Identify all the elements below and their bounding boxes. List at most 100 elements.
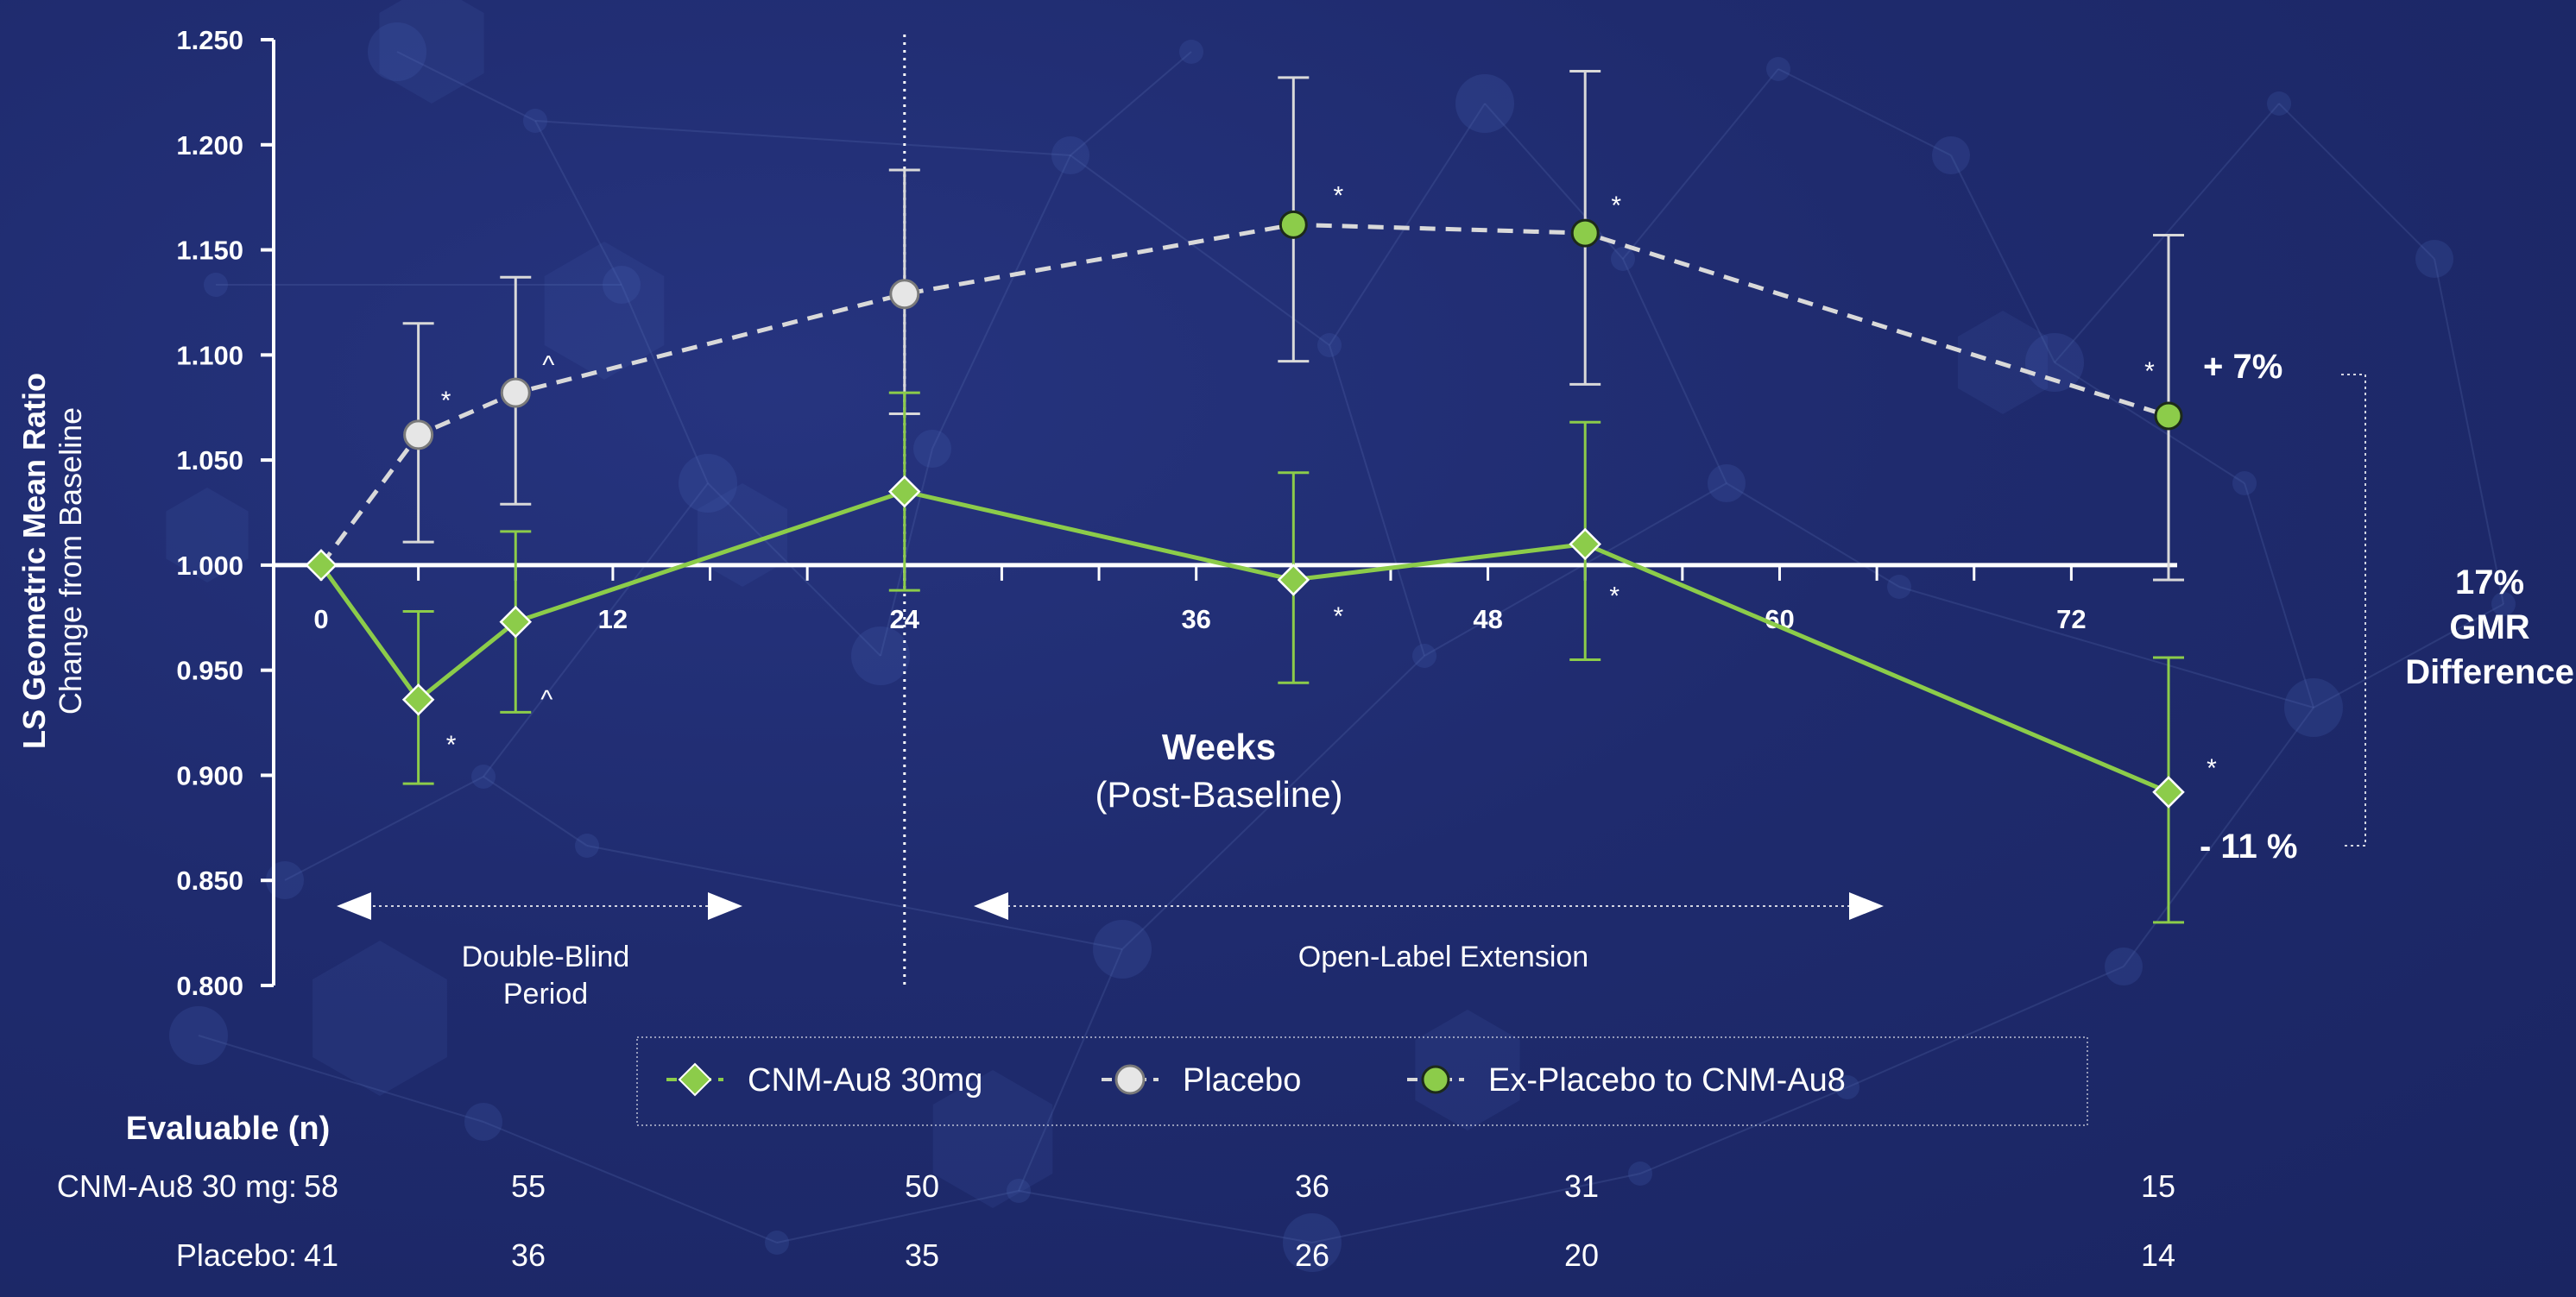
evaluable-title: Evaluable (n) [126,1111,331,1147]
y-tick-label: 1.250 [176,25,243,55]
y-tick-label: 1.150 [176,236,243,266]
evaluable-row-label: CNM-Au8 30 mg: [57,1168,297,1204]
y-axis-title-line2: Change from Baseline [53,407,88,715]
placebo-significance-mark: * [441,387,451,415]
cnm-point [2152,776,2185,809]
y-tick-labels: 1.250 1.200 1.150 1.100 1.050 1.000 0.950 0.900… [176,25,243,1001]
ex-placebo-point [1279,210,1308,239]
network-node [679,454,737,513]
network-link [2313,603,2504,708]
background-network-decoration [166,0,2516,1272]
cnm-point [888,475,921,508]
y-tick-label: 0.850 [176,866,243,896]
network-node [1051,136,1089,174]
x-tick-label: 12 [598,604,628,634]
double-blind-label-line1: Double-Blind [462,941,630,973]
network-node [1455,74,1514,133]
evaluable-cell: 14 [2141,1237,2175,1273]
network-link [2278,103,2435,260]
difference-bracket [2341,374,2366,847]
network-node [1093,920,1152,979]
placebo-point [500,377,531,408]
network-link [621,284,709,484]
network-link [1329,344,1425,657]
network-node [2267,91,2291,116]
network-node [464,1103,502,1141]
network-node [1766,57,1790,81]
evaluable-cell: 35 [905,1237,939,1273]
y-tick-label: 1.000 [176,551,243,581]
network-node [1628,1162,1652,1186]
x-tick-label: 0 [313,604,328,634]
network-node [368,22,426,81]
ex-placebo-point [2154,401,2183,431]
network-link [2054,103,2280,363]
network-link [1622,258,1727,484]
network-hexagon [932,1070,1053,1208]
network-link [483,1121,778,1243]
double-blind-arrow [337,892,742,920]
network-link [1622,68,1779,260]
network-node [204,273,228,297]
network-link [1070,51,1192,156]
ex-placebo-significance-mark: * [1333,181,1343,210]
network-link [1329,103,1486,346]
network-link [2244,482,2314,708]
y-tick-label: 0.950 [176,656,243,686]
network-node [523,109,547,133]
network-link [931,154,1071,450]
network-link [483,776,588,847]
network-node [169,1006,228,1065]
evaluable-cell: 55 [511,1168,546,1204]
y-tick-label: 0.900 [176,760,243,790]
network-link [1018,1190,1313,1243]
evaluable-row-label: Placebo: [176,1237,297,1273]
evaluable-table: CNM-Au8 30 mg: 58 55 50 36 31 15 Placebo: 41 36 35… [57,1168,2175,1273]
evaluable-cell: 26 [1295,1237,1329,1273]
network-link [1070,154,1330,346]
network-node [2105,948,2143,985]
network-hexagon [166,488,249,582]
bottom-percent-label: - 11 % [2200,828,2297,866]
cnm-significance-mark: ^ [540,686,552,715]
x-tick-label: 36 [1181,604,1210,634]
network-node [2415,240,2453,278]
network-node [2232,471,2257,495]
double-blind-label-line2: Period [503,978,588,1011]
legend-label-cnm: CNM-Au8 30mg [748,1062,982,1099]
network-node [2491,592,2516,616]
network-link [2434,258,2504,605]
evaluable-cell: 31 [1564,1168,1599,1204]
series-layer: * ^ * ^ * * * * * * [305,70,2217,924]
gmr-difference-line2: GMR [2449,608,2529,646]
network-link [1311,1173,1641,1243]
legend-label-ex-placebo: Ex-Placebo to CNM-Au8 [1488,1062,1846,1099]
placebo-point [403,419,434,450]
network-node [1611,247,1635,271]
network-link [396,51,536,122]
cnm-point [1277,564,1310,596]
network-hexagon [698,483,787,587]
x-axis-title-line2: (Post-Baseline) [1095,774,1342,815]
open-label-label: Open-Label Extension [1298,941,1588,973]
cnm-point [305,549,338,582]
network-node [765,1231,789,1255]
network-link [880,448,933,657]
network-link [534,120,1071,156]
network-link [483,482,709,778]
x-axis-title-line1: Weeks [1162,727,1276,767]
network-node [1179,40,1203,64]
network-hexagon [1415,1010,1520,1130]
top-percent-label: + 7% [2203,348,2282,386]
network-link [776,1190,1020,1243]
evaluable-cell: 15 [2141,1168,2175,1204]
evaluable-cell: 58 [304,1168,338,1204]
network-link [1950,154,2055,363]
cnm-point [499,605,533,639]
network-link [1898,586,2314,708]
network-hexagon [544,242,665,380]
network-node [1708,464,1746,502]
cnm-significance-mark: * [2207,754,2217,783]
